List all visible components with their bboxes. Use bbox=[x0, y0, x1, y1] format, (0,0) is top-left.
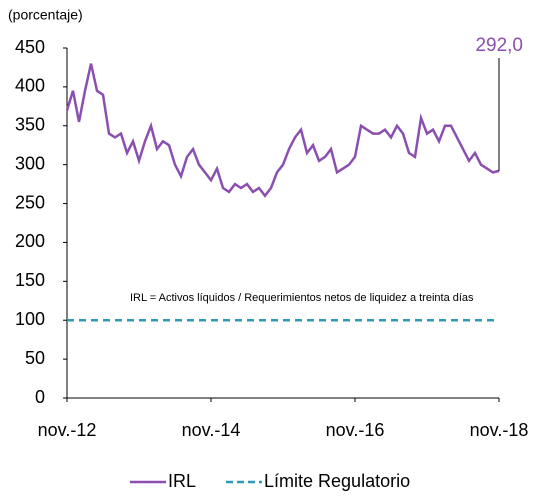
x-tick-label: nov.-12 bbox=[38, 420, 97, 440]
y-tick-label: 450 bbox=[15, 37, 45, 57]
y-tick-label: 350 bbox=[15, 115, 45, 135]
y-axis-label: (porcentaje) bbox=[8, 7, 83, 23]
x-tick-label: nov.-16 bbox=[326, 420, 385, 440]
y-tick-label: 400 bbox=[15, 76, 45, 96]
note: IRL = Activos líquidos / Requerimientos … bbox=[130, 292, 474, 304]
legend-label: Límite Regulatorio bbox=[264, 471, 410, 491]
x-tick-label: nov.-18 bbox=[470, 420, 529, 440]
y-tick-label: 250 bbox=[15, 192, 45, 212]
y-tick-label: 100 bbox=[15, 309, 45, 329]
annotation: 292,0 bbox=[475, 35, 523, 56]
line bbox=[65, 63, 500, 198]
legend-label: IRL bbox=[168, 471, 196, 491]
y-tick-label: 200 bbox=[15, 231, 45, 251]
y-tick-label: 50 bbox=[25, 348, 45, 368]
x-tick-label: nov.-14 bbox=[182, 420, 241, 440]
y-tick-label: 300 bbox=[15, 153, 45, 173]
y-tick-label: 0 bbox=[35, 387, 45, 407]
y-tick-label: 150 bbox=[15, 270, 45, 290]
